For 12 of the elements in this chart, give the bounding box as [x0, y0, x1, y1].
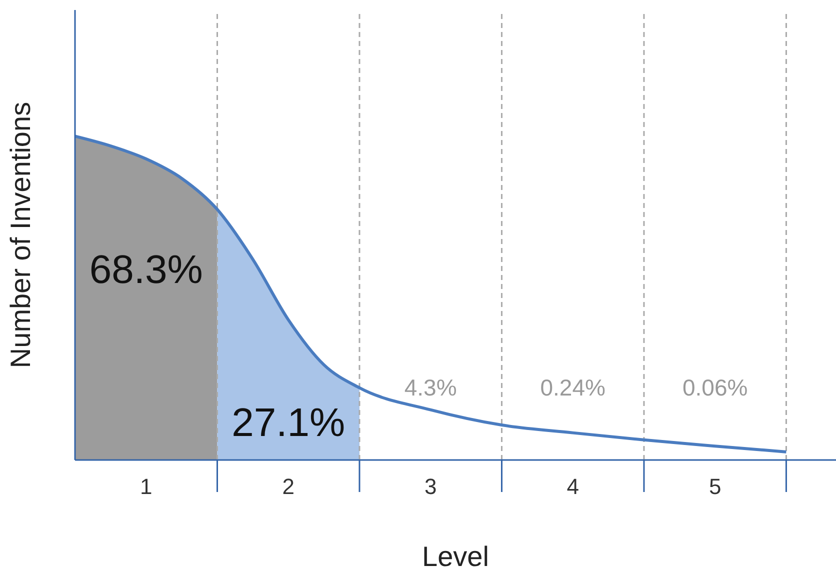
annotation: 68.3% — [89, 248, 203, 292]
annotation: 0.24% — [540, 374, 606, 400]
annotation: 0.06% — [682, 374, 748, 400]
annotation: 27.1% — [232, 401, 346, 445]
x-tick-label: 5 — [708, 474, 722, 499]
x-tick-label: 4 — [566, 474, 579, 499]
x-axis-title: Level — [422, 541, 489, 572]
x-tick-label: 2 — [282, 474, 294, 499]
x-tick-label: 3 — [424, 474, 437, 499]
annotation: 4.3% — [404, 374, 457, 400]
x-tick-label: 1 — [140, 474, 152, 499]
y-axis-title: Number of Inventions — [4, 102, 36, 368]
